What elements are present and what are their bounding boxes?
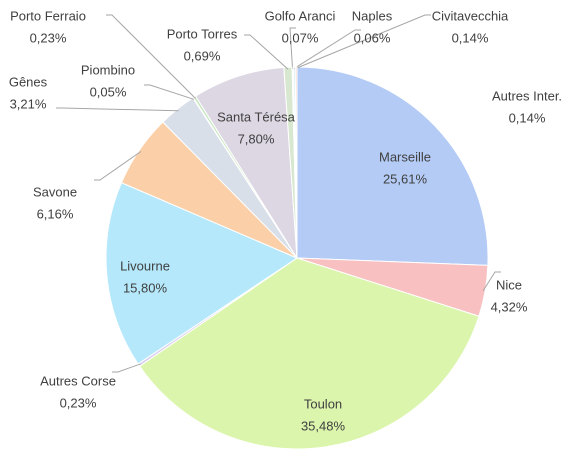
pie-slice	[294, 66, 298, 259]
slice-value: 0,23%	[60, 395, 97, 410]
slice-value: 0,23%	[30, 30, 67, 45]
slice-label: Gênes	[9, 74, 48, 89]
slice-label: Autres Inter.	[492, 88, 562, 103]
slice-value: 35,48%	[301, 418, 346, 433]
slice-value: 7,80%	[238, 131, 275, 146]
slice-value: 25,61%	[383, 171, 428, 186]
leader-line	[94, 151, 142, 181]
slice-label: Toulon	[304, 396, 342, 411]
slice-label: Marseille	[379, 149, 431, 164]
leader-line	[106, 14, 196, 99]
leader-line	[482, 271, 501, 292]
slice-value: 3,21%	[10, 96, 47, 111]
slice-value: 0,14%	[452, 30, 489, 45]
leader-line	[294, 14, 431, 70]
slice-value: 0,07%	[282, 30, 319, 45]
leader-line	[144, 84, 195, 100]
slice-label: Nice	[496, 277, 522, 292]
slice-value: 0,06%	[354, 30, 391, 45]
pie-slice	[105, 182, 299, 365]
slice-label: Porto Ferraio	[10, 8, 86, 23]
leader-line	[112, 363, 141, 373]
slice-label: Santa Térésa	[217, 109, 296, 124]
slice-label: Golfo Aranci	[265, 8, 336, 23]
leader-line	[293, 29, 361, 70]
slice-value: 0,05%	[90, 84, 127, 99]
slice-label: Porto Torres	[167, 26, 238, 41]
slice-label: Piombino	[81, 62, 135, 77]
slice-value: 0,69%	[184, 48, 221, 63]
pie-slice	[296, 66, 489, 266]
leader-line	[289, 27, 296, 70]
slice-label: Autres Corse	[40, 373, 116, 388]
slice-value: 15,80%	[123, 280, 168, 295]
slice-label: Civitavecchia	[432, 8, 509, 23]
slice-label: Savone	[33, 184, 77, 199]
slice-value: 4,32%	[491, 299, 528, 314]
leader-line	[244, 34, 289, 70]
slice-label: Livourne	[120, 258, 170, 273]
slice-label: Naples	[352, 8, 393, 23]
leader-line	[56, 107, 179, 112]
slice-value: 0,14%	[509, 110, 546, 125]
pie-slice	[194, 66, 298, 259]
slice-value: 6,16%	[37, 206, 74, 221]
pie-slice	[138, 257, 480, 450]
